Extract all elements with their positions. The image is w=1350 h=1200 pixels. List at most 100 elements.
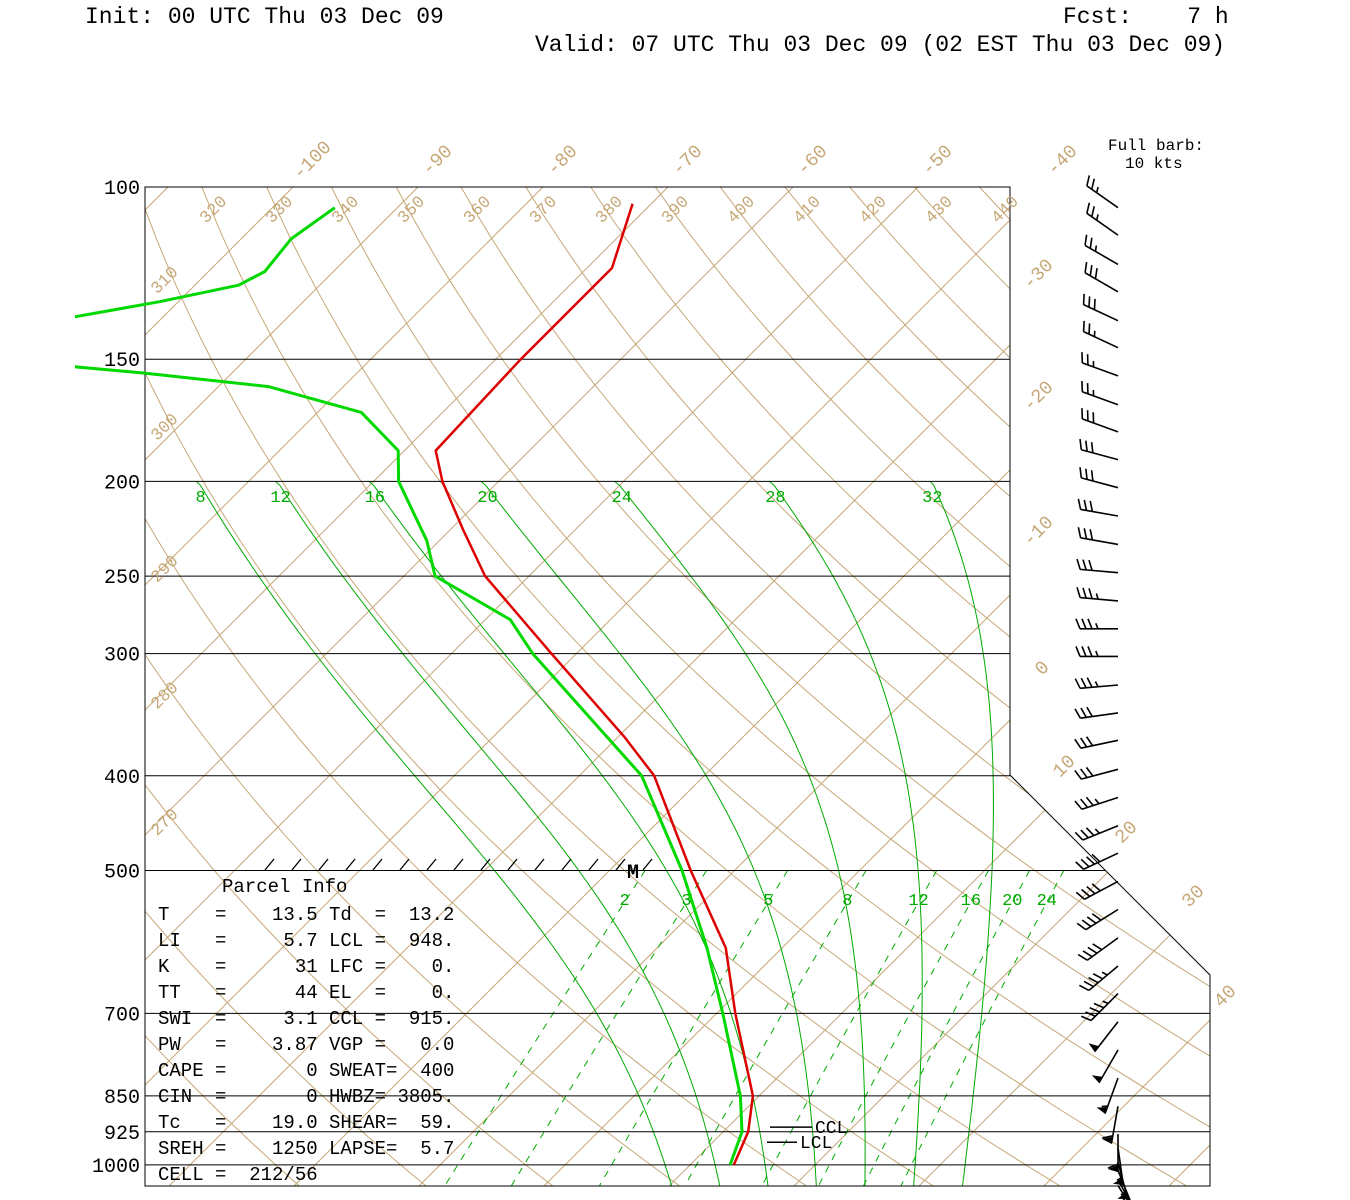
svg-text:10: 10 — [1049, 751, 1081, 783]
svg-text:2: 2 — [619, 892, 629, 911]
wind-barb — [1088, 1021, 1119, 1053]
svg-text:-90: -90 — [418, 141, 458, 181]
wind-barb — [1076, 587, 1119, 602]
svg-text:100: 100 — [104, 178, 140, 201]
svg-text:-50: -50 — [918, 141, 958, 181]
wind-barb — [1077, 527, 1119, 546]
wind-barb — [1075, 618, 1118, 630]
wind-barb — [1075, 852, 1119, 870]
svg-text:30: 30 — [1178, 881, 1210, 913]
svg-text:-30: -30 — [1019, 255, 1059, 295]
svg-text:1000: 1000 — [92, 1156, 140, 1179]
wind-barb — [1091, 1049, 1119, 1084]
svg-text:12: 12 — [270, 489, 290, 508]
svg-text:310: 310 — [148, 264, 183, 299]
wind-barb — [1102, 1106, 1119, 1144]
svg-text:0: 0 — [1031, 657, 1055, 681]
wind-barb — [1096, 1077, 1119, 1114]
wind-barb — [1082, 293, 1119, 322]
wind-barb — [1077, 937, 1119, 961]
svg-text:300: 300 — [148, 411, 183, 446]
temperature-trace — [434, 203, 755, 1166]
svg-text:700: 700 — [104, 1004, 140, 1027]
svg-text:350: 350 — [395, 193, 430, 228]
wind-barb — [1079, 438, 1119, 461]
svg-text:270: 270 — [148, 806, 183, 841]
svg-text:-10: -10 — [1019, 512, 1059, 552]
lcl-label: LCL — [800, 1134, 832, 1154]
svg-text:360: 360 — [461, 193, 496, 228]
wind-barb — [1086, 202, 1119, 236]
isotherms — [145, 187, 1210, 1186]
parcel-info-title: Parcel Info — [222, 876, 348, 898]
wind-barb — [1076, 558, 1119, 574]
svg-text:24: 24 — [612, 489, 632, 508]
wind-barb — [1084, 262, 1119, 293]
mixing-ratio-lines — [443, 870, 1065, 1186]
m-marker: M — [627, 862, 639, 885]
svg-text:-40: -40 — [1043, 141, 1083, 181]
wind-barb — [1074, 677, 1119, 690]
svg-text:250: 250 — [104, 567, 140, 590]
wind-barb — [1082, 320, 1119, 349]
svg-text:340: 340 — [329, 193, 364, 228]
wind-barb — [1081, 352, 1119, 377]
pressure-axis-labels: 100 150 200 250 300 400 500 700 850 925 1000 — [92, 178, 140, 1179]
svg-text:3: 3 — [681, 892, 691, 911]
svg-text:400: 400 — [724, 193, 759, 228]
dewpoint-trace — [75, 206, 744, 1166]
svg-text:440: 440 — [988, 193, 1023, 228]
svg-text:320: 320 — [197, 193, 232, 228]
moist-adiabat-labels: 8 12 16 20 24 28 32 2 3 5 8 12 16 20 24 — [195, 489, 1057, 911]
svg-text:20: 20 — [1111, 817, 1143, 849]
svg-text:850: 850 — [104, 1087, 140, 1110]
svg-text:150: 150 — [104, 350, 140, 373]
svg-text:12: 12 — [908, 892, 928, 911]
svg-text:925: 925 — [104, 1123, 140, 1146]
wind-barb — [1086, 175, 1119, 209]
svg-text:400: 400 — [104, 767, 140, 790]
svg-text:420: 420 — [856, 193, 891, 228]
svg-text:20: 20 — [477, 489, 497, 508]
svg-text:280: 280 — [148, 679, 183, 714]
svg-text:290: 290 — [148, 552, 183, 587]
svg-text:-80: -80 — [543, 141, 583, 181]
isotherm-labels-top: -100 -90 -80 -70 -60 -50 -40 — [289, 137, 1083, 185]
svg-text:500: 500 — [104, 862, 140, 885]
pressure-lines — [145, 358, 1210, 1166]
init-time: Init: 00 UTC Thu 03 Dec 09 — [85, 4, 444, 30]
moist-adiabats — [196, 481, 994, 1186]
svg-text:28: 28 — [765, 489, 785, 508]
freezing-hatch-ticks — [264, 858, 653, 871]
wind-barb — [1117, 1179, 1137, 1200]
wind-barb — [1075, 646, 1118, 658]
svg-text:-100: -100 — [289, 137, 337, 185]
wind-barb — [1077, 498, 1119, 517]
dry-adiabat-labels-top: 320 330 340 350 360 370 380 390 400 410 420 430 440 — [197, 193, 1024, 228]
svg-text:16: 16 — [961, 892, 981, 911]
sounding-traces — [75, 203, 755, 1166]
wind-barb — [1075, 880, 1119, 900]
wind-barb — [1081, 408, 1119, 433]
svg-text:410: 410 — [790, 193, 825, 228]
wind-barb — [1074, 736, 1119, 749]
wind-barb — [1074, 706, 1119, 719]
svg-text:-70: -70 — [668, 141, 708, 181]
svg-text:8: 8 — [195, 489, 205, 508]
forecast-hour: Fcst: 7 h — [1063, 4, 1229, 30]
svg-text:-60: -60 — [793, 141, 833, 181]
svg-text:40: 40 — [1210, 981, 1242, 1013]
wind-barb — [1074, 766, 1119, 780]
svg-text:16: 16 — [365, 489, 385, 508]
barb-legend-units: 10 kts — [1125, 155, 1183, 173]
svg-text:5: 5 — [763, 892, 773, 911]
wind-barb — [1079, 467, 1119, 489]
svg-text:20: 20 — [1002, 892, 1022, 911]
parcel-info-values: T = 13.5 Td = 13.2 LI = 5.7 LCL = 948. K… — [158, 904, 455, 1186]
chart-boundary — [144, 186, 1211, 1187]
svg-text:24: 24 — [1037, 892, 1057, 911]
wind-barb — [1080, 993, 1119, 1022]
valid-time: Valid: 07 UTC Thu 03 Dec 09 (02 EST Thu … — [535, 32, 1226, 58]
